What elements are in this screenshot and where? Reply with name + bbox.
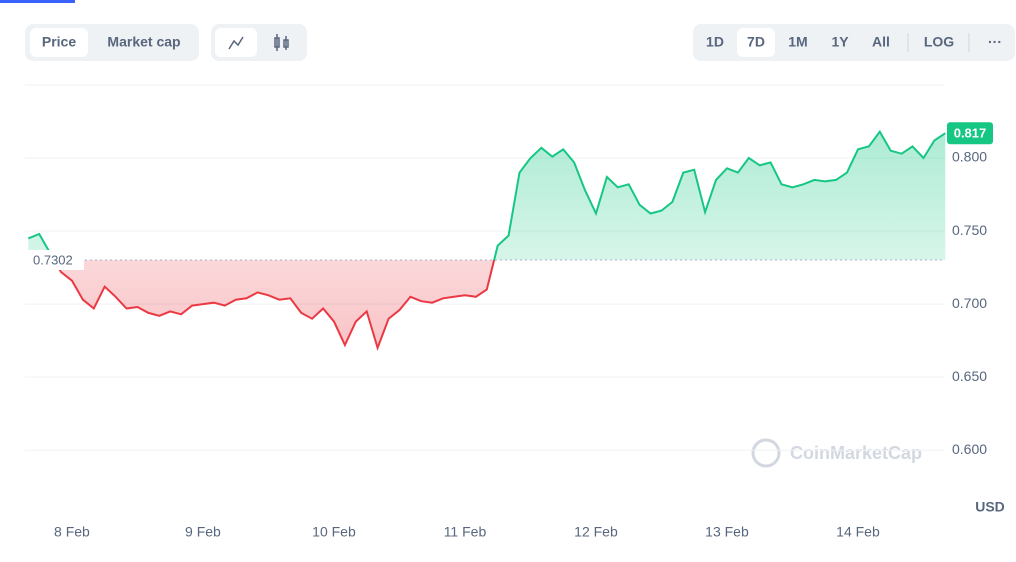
x-tick-label: 11 Feb (444, 524, 487, 540)
x-tick-label: 9 Feb (185, 524, 221, 540)
range-button[interactable]: 7D (747, 34, 765, 50)
x-tick-label: 10 Feb (312, 524, 356, 540)
range-button[interactable]: 1M (788, 34, 807, 50)
candle-icon[interactable] (274, 34, 289, 51)
baseline-label: 0.7302 (33, 252, 73, 267)
area-up (28, 131, 946, 260)
y-tick-label: 0.800 (952, 149, 987, 165)
range-button[interactable]: 1Y (831, 34, 849, 50)
last-price-label: 0.817 (954, 126, 987, 141)
x-tick-label: 14 Feb (836, 524, 880, 540)
watermark-group: CoinMarketCap (751, 438, 922, 468)
x-tick-label: 13 Feb (705, 524, 749, 540)
line-icon (228, 36, 244, 50)
more-button[interactable]: ··· (988, 34, 1002, 50)
x-tick-label: 12 Feb (574, 524, 618, 540)
view-button[interactable]: Price (42, 34, 76, 50)
x-tick-label: 8 Feb (54, 524, 90, 540)
range-button[interactable]: 1D (706, 34, 724, 50)
y-tick-label: 0.650 (952, 368, 987, 384)
baseline-tag (22, 249, 84, 270)
log-button[interactable]: LOG (924, 34, 954, 50)
y-tick-label: 0.700 (952, 295, 987, 311)
watermark-logo (751, 438, 781, 468)
tab-indicator (0, 0, 75, 3)
range-button[interactable]: All (872, 34, 890, 50)
view-selected (30, 28, 88, 57)
price-line-up (27, 129, 946, 260)
watermark: CoinMarketCap (790, 443, 922, 463)
area-down (28, 259, 946, 348)
y-tick-label: 0.750 (952, 222, 987, 238)
range-selected (737, 28, 775, 57)
last-price-tag (947, 122, 993, 145)
y-tick-label: 0.600 (952, 441, 987, 457)
price-line-down (52, 259, 496, 352)
y-axis-label: USD (975, 499, 1005, 515)
view-button[interactable]: Market cap (107, 34, 180, 50)
